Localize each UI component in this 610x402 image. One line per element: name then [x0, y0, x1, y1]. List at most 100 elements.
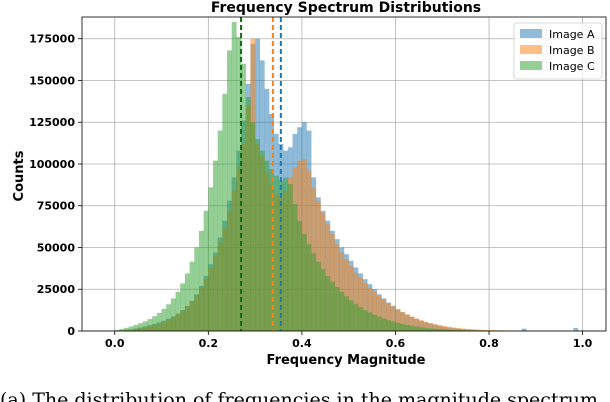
histogram-bar	[479, 329, 485, 331]
histogram-bar	[367, 312, 373, 331]
histogram-bar	[428, 328, 434, 331]
histogram-bar	[208, 187, 214, 331]
histogram-bar	[348, 300, 354, 331]
histogram-bar	[404, 314, 410, 331]
histogram-bar	[451, 327, 457, 331]
histogram-bar	[339, 252, 345, 331]
histogram-bar	[325, 275, 331, 331]
histogram-bar	[142, 321, 148, 331]
histogram-bar	[395, 309, 401, 331]
histogram-bar	[390, 306, 396, 331]
histogram-bar	[166, 304, 172, 331]
histogram-bar	[437, 329, 443, 331]
histogram-bar	[418, 327, 424, 331]
histogram-bar	[451, 329, 457, 331]
histogram-bar	[446, 329, 452, 331]
histogram-bar	[329, 281, 335, 331]
histogram-bar	[353, 272, 359, 331]
histogram-bar	[386, 320, 391, 331]
histogram-bar	[264, 160, 270, 331]
histogram-bar	[124, 327, 129, 331]
histogram-bar	[470, 329, 476, 331]
histogram-bar	[381, 299, 387, 331]
histogram-bar	[521, 328, 527, 331]
histogram-bar	[390, 321, 396, 331]
y-tick-label: 75000	[37, 200, 76, 213]
x-tick-label: 0.0	[105, 337, 125, 350]
x-axis-label: Frequency Magnitude	[267, 353, 426, 368]
histogram-bar	[475, 329, 480, 331]
histogram-bar	[269, 168, 275, 331]
histogram-bar	[414, 326, 420, 331]
histogram-bar	[138, 323, 144, 331]
histogram-bar	[222, 93, 228, 331]
legend-label: Image B	[549, 44, 595, 57]
histogram-bar	[259, 150, 265, 331]
y-tick-label: 25000	[37, 283, 76, 296]
histogram-bar	[198, 230, 204, 331]
x-tick-label: 0.2	[199, 337, 219, 350]
histogram-bar	[465, 328, 471, 331]
histogram-bar	[339, 291, 345, 331]
x-tick-label: 0.8	[479, 337, 499, 350]
histogram-bar	[362, 282, 368, 331]
histogram-bar	[180, 283, 186, 331]
x-tick-label: 0.6	[386, 337, 406, 350]
y-tick-label: 175000	[29, 33, 75, 46]
x-tick-label: 1.0	[573, 337, 593, 350]
y-tick-label: 150000	[29, 74, 75, 87]
legend-label: Image A	[549, 28, 595, 41]
legend-swatch	[520, 45, 542, 54]
y-axis-ticks: 0 25000 50000 75000 100000 125000 150000 175000	[29, 33, 82, 338]
histogram-bar	[344, 259, 349, 331]
histogram-bar	[213, 160, 218, 331]
histogram-bar	[227, 50, 232, 331]
mean-lines	[240, 17, 282, 331]
histogram-bar	[114, 329, 120, 331]
chart-title: Frequency Spectrum Distributions	[211, 0, 481, 16]
histogram-bar	[437, 325, 443, 331]
histogram-bar	[456, 327, 462, 331]
histogram-bar	[489, 330, 494, 331]
histogram-bar	[194, 247, 200, 331]
histogram-bar	[344, 296, 349, 331]
y-tick-label: 50000	[37, 241, 76, 254]
histogram-bar	[484, 329, 490, 331]
histogram-bar	[292, 204, 298, 331]
y-tick-label: 0	[67, 325, 75, 338]
histogram-bar	[418, 320, 424, 331]
histogram-bar	[409, 325, 415, 331]
histogram-bar	[358, 277, 363, 331]
figure-caption: (a) The distribution of frequencies in t…	[0, 390, 610, 402]
histogram-bar	[348, 265, 354, 331]
x-axis-ticks: 0.0 0.2 0.4 0.6 0.8 1.0	[105, 331, 593, 350]
histogram-bar	[446, 326, 452, 331]
histogram-bar	[236, 37, 242, 332]
caption-text: (a) The distribution of frequencies in t…	[0, 390, 598, 402]
histogram-bar	[442, 325, 448, 331]
histogram-bar	[372, 291, 377, 331]
histogram-bar	[376, 316, 382, 331]
histogram-bar	[334, 287, 340, 331]
histogram-bar	[273, 175, 279, 331]
histogram-chart: Frequency Spectrum Distributions 0.0 0.2 0…	[12, 0, 607, 368]
histogram-bar	[386, 303, 391, 331]
histogram-bar	[362, 309, 368, 331]
histogram-bar	[255, 138, 260, 331]
histogram-bar	[315, 261, 321, 331]
histogram-bar	[573, 327, 579, 331]
histogram-bar	[367, 287, 373, 331]
histogram-bar	[358, 306, 363, 331]
histogram-bar	[395, 322, 401, 331]
histogram-bar	[152, 316, 158, 331]
histogram-bar	[241, 63, 246, 331]
histogram-bar	[414, 318, 420, 331]
histogram-bar	[217, 130, 223, 331]
histogram-bar	[245, 97, 251, 331]
histogram-bar	[456, 330, 462, 331]
histogram-bar	[376, 295, 382, 331]
histogram-bars	[114, 22, 583, 332]
histogram-bar	[128, 326, 134, 331]
histogram-bar	[133, 324, 139, 331]
histogram-bar	[156, 312, 162, 331]
